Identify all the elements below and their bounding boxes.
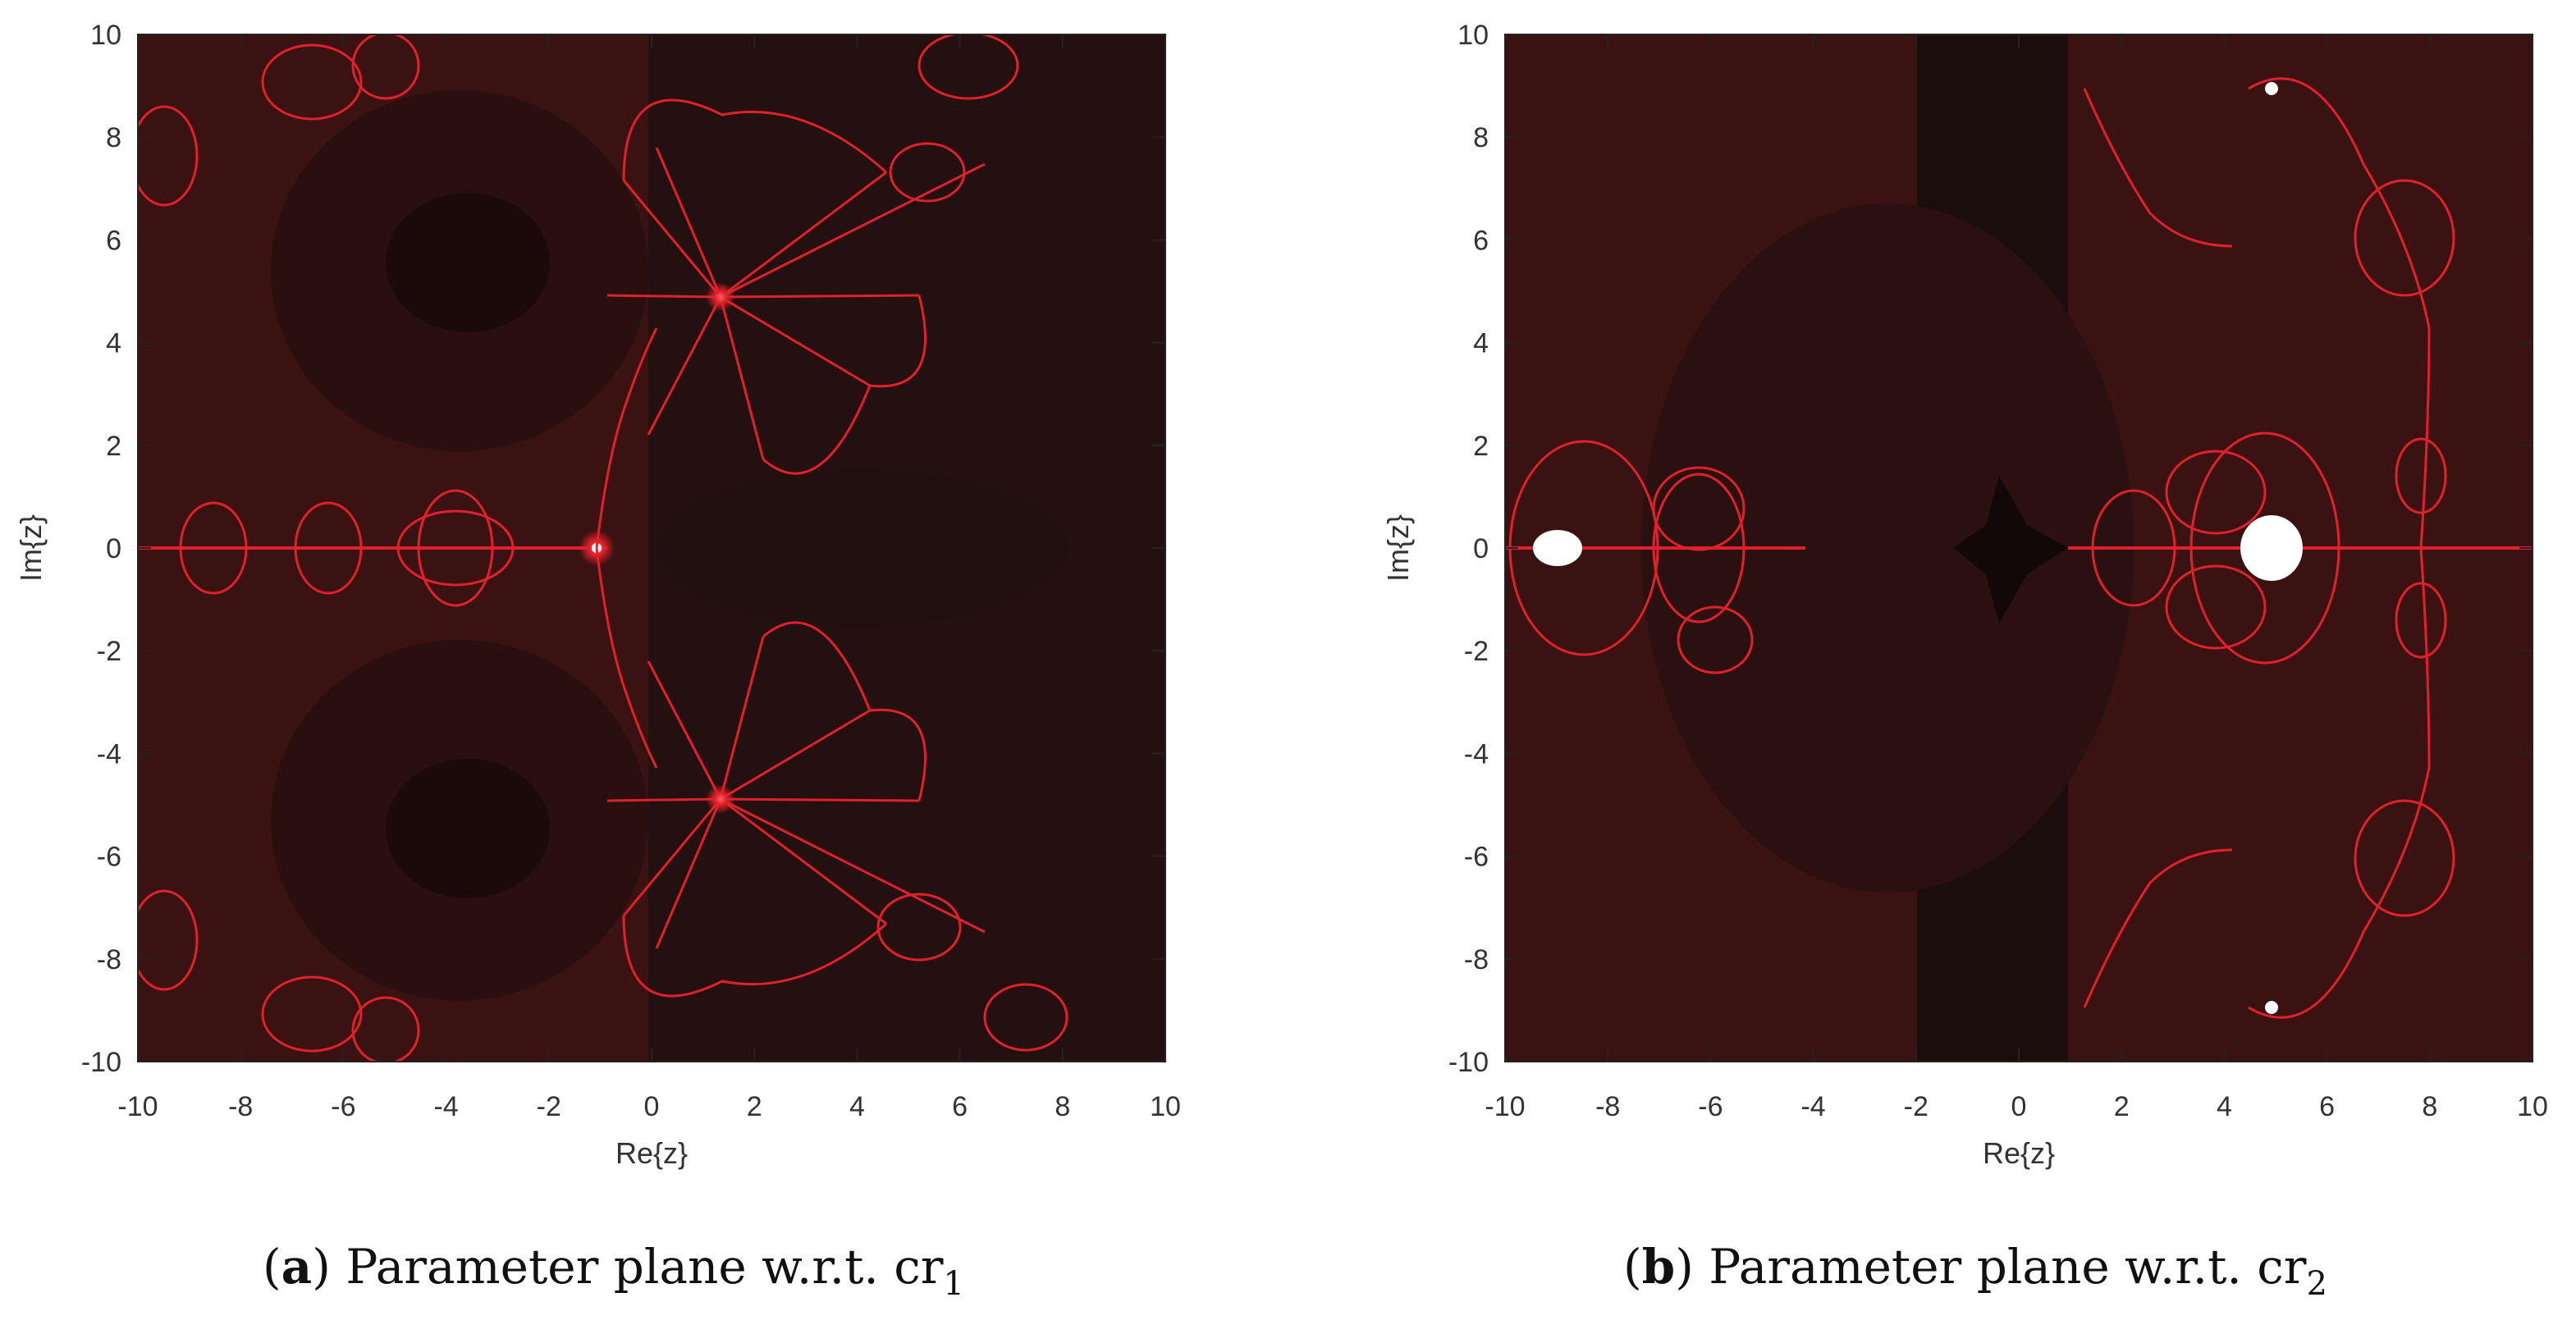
panel-a-x-tick-label: -8 <box>228 1091 253 1122</box>
panel-a-x-tick-label: 4 <box>849 1091 865 1122</box>
panel-b-x-tick-label: 2 <box>2114 1091 2130 1122</box>
panel-a-x-axis-label: Re{z} <box>615 1136 688 1170</box>
panel-b-x-tick-label: 10 <box>2517 1091 2548 1122</box>
caption-a: (a) Parameter plane w.r.t. cr1 <box>263 1239 964 1303</box>
panel-a-x-tick-label: -6 <box>331 1091 355 1122</box>
panel-a-x-tick-label: 2 <box>747 1091 762 1122</box>
panel-a-y-tick-label: 8 <box>106 122 121 153</box>
panel-a-x-tick-label: 8 <box>1055 1091 1070 1122</box>
panel-a-y-tick-label: 4 <box>106 328 121 359</box>
panel-b-x-tick-label: 0 <box>2011 1091 2027 1122</box>
panel-b-y-tick-label: -10 <box>1448 1047 1489 1078</box>
panel-b-x-tick-label: -10 <box>1485 1091 1525 1122</box>
panel-b-y-tick-label: -8 <box>1464 944 1489 975</box>
panel-b-y-tick-label: -4 <box>1464 738 1489 770</box>
panel-a-x-tick-label: 6 <box>952 1091 968 1122</box>
panel-b-y-tick-label: 10 <box>1457 20 1489 51</box>
panel-b-y-tick-label: 0 <box>1473 533 1489 564</box>
panel-b-image <box>1505 34 2533 1062</box>
panel-a-image <box>138 34 1165 1062</box>
panel-a-y-tick-label: -8 <box>97 944 121 975</box>
panel-a-y-tick-label: -6 <box>97 842 121 873</box>
panel-a-y-tick-label: 10 <box>90 20 121 51</box>
panel-a-x-tick-label: -4 <box>433 1091 458 1122</box>
panel-b-x-tick-label: -2 <box>1904 1091 1929 1122</box>
panel-b-y-tick-label: 8 <box>1473 122 1489 153</box>
panel-b-y-tick-label: -2 <box>1464 636 1489 667</box>
caption-b-letter: b <box>1641 1239 1676 1295</box>
panel-b-y-tick-label: 2 <box>1473 431 1489 462</box>
panel-a-y-tick-label: 2 <box>106 431 121 462</box>
panel-a-x-tick-label: 0 <box>644 1091 660 1122</box>
panel-b-x-tick-label: 8 <box>2422 1091 2437 1122</box>
caption-b-text: Parameter plane w.r.t. cr <box>1709 1239 2307 1295</box>
panel-b-y-tick-label: 6 <box>1473 225 1489 256</box>
caption-b-subscript: 2 <box>2306 1265 2327 1303</box>
panel-b-x-tick-label: 6 <box>2319 1091 2335 1122</box>
caption-b: (b) Parameter plane w.r.t. cr2 <box>1623 1239 2327 1303</box>
panel-a-y-axis-label: Im{z} <box>14 514 48 582</box>
panel-b-x-tick-label: 4 <box>2217 1091 2232 1122</box>
panel-a-x-tick-label: -10 <box>117 1091 158 1122</box>
panel-b-y-tick-label: -6 <box>1464 842 1489 873</box>
panel-a-x-tick-label: 10 <box>1150 1091 1181 1122</box>
panel-b-x-axis-label: Re{z} <box>1983 1136 2055 1170</box>
panel-b-x-tick-label: -8 <box>1595 1091 1620 1122</box>
panel-a-y-tick-label: 6 <box>106 225 121 256</box>
panel-a-x-tick-label: -2 <box>537 1091 561 1122</box>
panel-b-x-tick-label: -4 <box>1800 1091 1825 1122</box>
panel-b-x-tick-label: -6 <box>1698 1091 1723 1122</box>
panel-b-y-tick-label: 4 <box>1473 328 1489 359</box>
caption-a-letter: a <box>281 1239 313 1295</box>
panel-b-y-axis-label: Im{z} <box>1381 514 1415 582</box>
caption-a-subscript: 1 <box>943 1265 964 1303</box>
panel-a-y-tick-label: -2 <box>97 636 121 667</box>
panel-a-y-tick-label: -10 <box>81 1047 121 1078</box>
panel-a-y-tick-label: -4 <box>97 738 121 770</box>
panel-a-y-tick-label: 0 <box>106 533 121 564</box>
caption-a-text: Parameter plane w.r.t. cr <box>345 1239 944 1295</box>
